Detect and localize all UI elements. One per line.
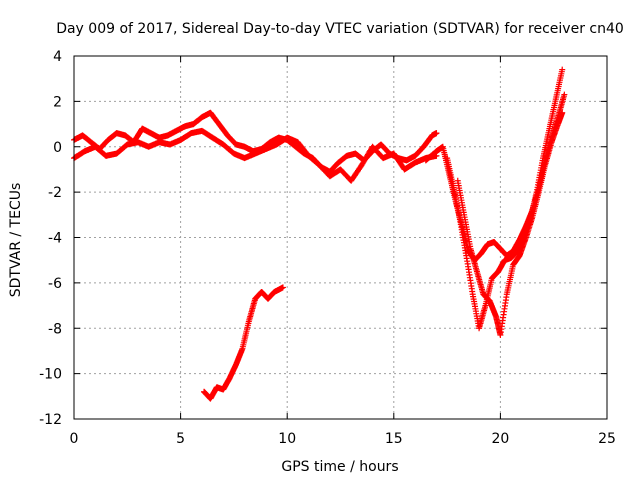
- x-tick-label: 15: [385, 431, 403, 447]
- y-tick-label: 2: [53, 94, 62, 110]
- x-tick-label: 0: [70, 431, 79, 447]
- y-axis-label: SDTVAR / TECUs: [8, 183, 24, 298]
- y-tick-label: -6: [48, 276, 62, 292]
- interpolated-points: [201, 284, 286, 402]
- interpolated-points: [71, 128, 439, 183]
- x-axis-label: GPS time / hours: [281, 459, 398, 475]
- plot-border: [73, 55, 608, 420]
- gridlines: [74, 56, 607, 419]
- y-tick-label: 0: [53, 140, 62, 156]
- series-satellite-track-e: [454, 109, 566, 339]
- y-tick-label: -10: [39, 367, 62, 383]
- y-tick-label: -8: [48, 321, 62, 337]
- data-markers: [71, 66, 568, 402]
- x-tick-label: 25: [598, 431, 616, 447]
- y-tick-label: -4: [48, 231, 62, 247]
- y-axis-ticks: 4 2 0 -2 -4 -6 -8 -10 -12: [39, 49, 607, 428]
- y-tick-label: -12: [39, 412, 62, 428]
- interpolated-points: [455, 110, 565, 337]
- x-axis-ticks: 0 5 10 15 20 25: [70, 56, 616, 447]
- y-tick-label: -2: [48, 185, 62, 201]
- series-satellite-track-f: [201, 284, 286, 402]
- series-satellite-track-b: [71, 127, 440, 184]
- x-tick-label: 20: [491, 431, 509, 447]
- x-tick-label: 10: [278, 431, 296, 447]
- x-tick-label: 5: [176, 431, 185, 447]
- chart-title: Day 009 of 2017, Sidereal Day-to-day VTE…: [56, 21, 624, 37]
- y-tick-label: 4: [53, 49, 62, 65]
